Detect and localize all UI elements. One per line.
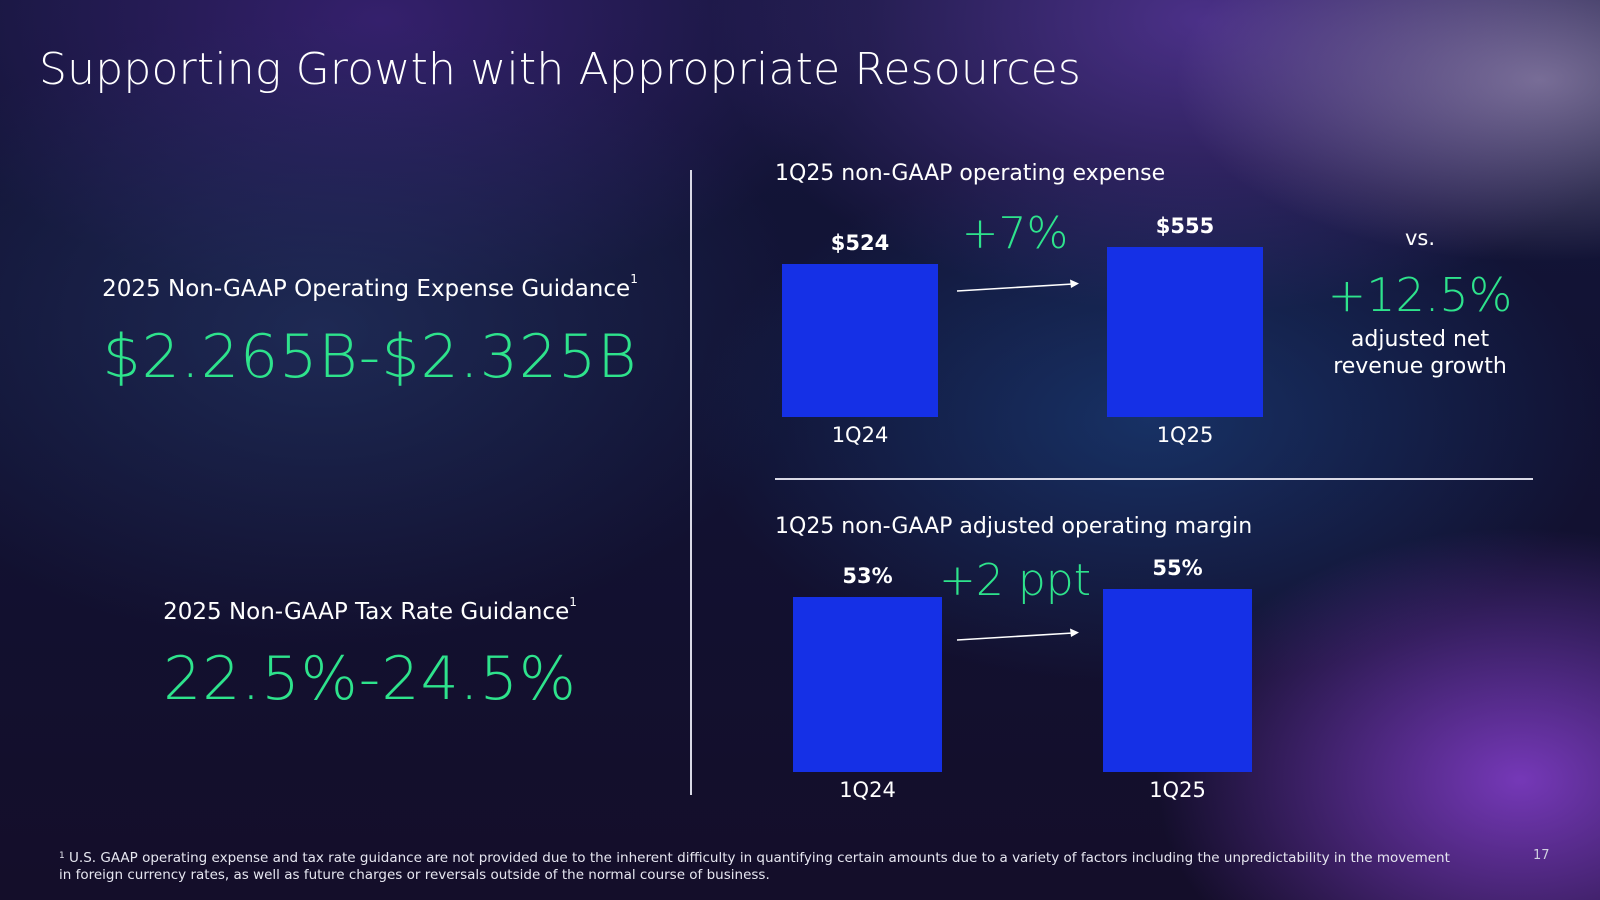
bar-1q24 [793,596,942,772]
bar-1q25 [1103,589,1252,772]
tax-guidance-label-text: 2025 Non-GAAP Tax Rate Guidance [163,599,570,625]
footnote-marker: 1 [569,595,577,609]
category-label: 1Q24 [839,778,896,802]
opex-chart-title: 1Q25 non-GAAP operating expense [775,161,1166,186]
page-number: 17 [1533,848,1550,863]
revenue-growth-label-line1: adjusted net [1350,327,1490,352]
category-label: 1Q24 [831,423,889,447]
tax-guidance-value: 22.5%-24.5% [163,644,577,714]
bar-1q25 [1107,247,1263,417]
revenue-growth-label: adjusted net revenue growth [1320,326,1520,380]
footnote-text: U.S. GAAP operating expense and tax rate… [59,850,1450,883]
slide-title: Supporting Growth with Appropriate Resou… [39,44,1082,95]
margin-growth-arrow [956,628,1079,641]
bar-value-label: 53% [842,563,893,588]
tax-guidance-label: 2025 Non-GAAP Tax Rate Guidance1 [80,595,660,625]
horizontal-divider [775,478,1533,480]
bar-value-label: $555 [1155,214,1215,238]
category-label: 1Q25 [1156,423,1214,447]
footnote: 1 U.S. GAAP operating expense and tax ra… [59,850,1459,884]
revenue-growth-value: +12.5% [1327,268,1513,322]
bar-1q24 [782,264,938,417]
margin-growth-label: +2 ppt [939,555,1091,606]
opex-guidance-value: $2.265B-$2.325B [102,322,638,392]
vs-label: vs. [1404,226,1436,250]
vertical-divider [690,170,692,795]
opex-guidance-label-text: 2025 Non-GAAP Operating Expense Guidance [102,276,631,302]
revenue-growth-label-line2: revenue growth [1333,354,1507,379]
margin-chart-title: 1Q25 non-GAAP adjusted operating margin [775,514,1253,539]
opex-growth-arrow [956,279,1079,292]
opex-growth-label: +7% [961,208,1069,259]
opex-guidance-label: 2025 Non-GAAP Operating Expense Guidance… [80,272,660,302]
category-label: 1Q25 [1149,778,1206,802]
bar-value-label: $524 [830,231,890,256]
bar-value-label: 55% [1152,556,1203,580]
footnote-marker: 1 [59,851,65,861]
footnote-marker: 1 [630,272,638,286]
